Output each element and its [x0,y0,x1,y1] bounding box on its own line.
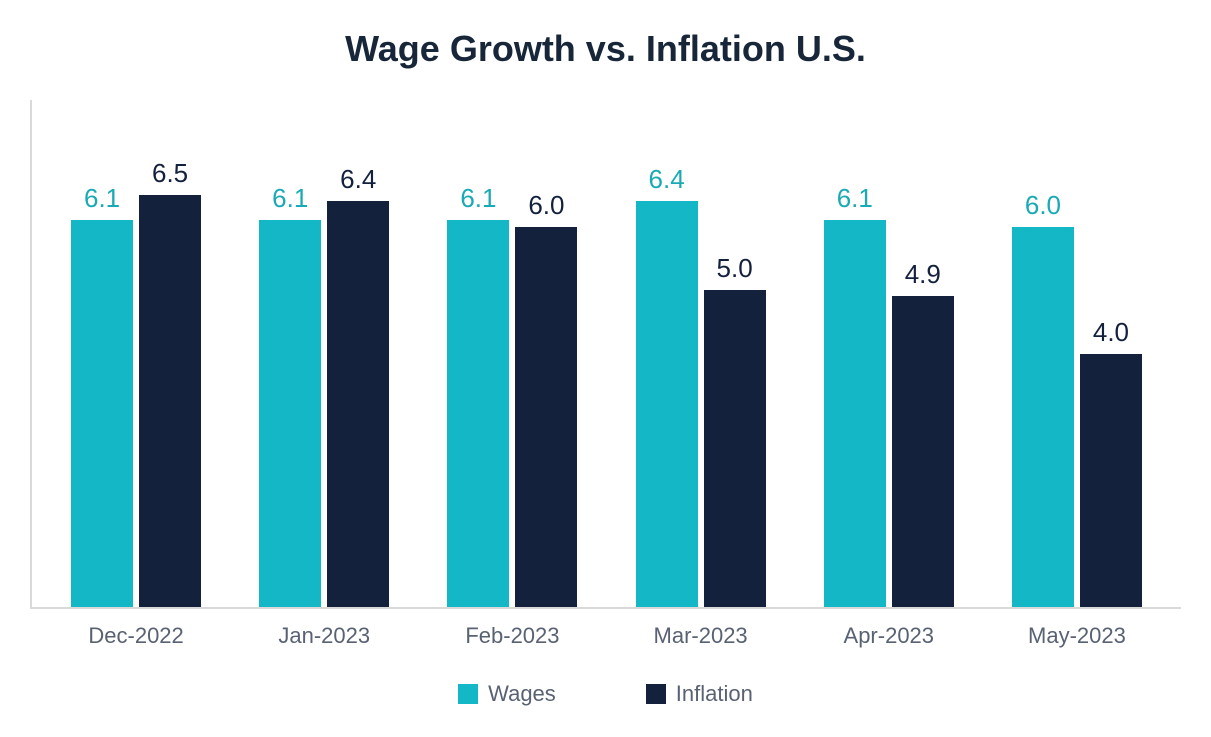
bar-value-label: 6.0 [528,190,564,221]
bar: 6.5 [139,195,201,607]
bar: 4.9 [892,296,954,607]
bar: 6.1 [71,220,133,607]
bar-value-label: 4.9 [905,259,941,290]
bar-value-label: 6.1 [84,183,120,214]
plot-area: 6.16.56.16.46.16.06.45.06.14.96.04.0 [30,100,1181,609]
bar: 6.4 [636,201,698,607]
bar-group: 6.04.0 [983,100,1171,607]
bar-group: 6.14.9 [795,100,983,607]
legend-item: Wages [458,681,556,707]
bar: 6.0 [1012,227,1074,607]
bar: 5.0 [704,290,766,607]
legend-item: Inflation [646,681,753,707]
x-axis-label: Jan-2023 [230,623,418,649]
bar: 6.1 [259,220,321,607]
bar-value-label: 5.0 [717,253,753,284]
bar-value-label: 6.5 [152,158,188,189]
bar-group: 6.45.0 [607,100,795,607]
bar-value-label: 6.4 [649,164,685,195]
bar: 6.4 [327,201,389,607]
legend-label: Inflation [676,681,753,707]
bar-value-label: 6.1 [460,183,496,214]
bar-value-label: 6.1 [837,183,873,214]
chart-container: Wage Growth vs. Inflation U.S. 6.16.56.1… [0,0,1211,737]
bar: 6.1 [447,220,509,607]
bar-value-label: 6.0 [1025,190,1061,221]
x-axis-label: May-2023 [983,623,1171,649]
x-axis-label: Apr-2023 [795,623,983,649]
bar: 6.1 [824,220,886,607]
x-axis-label: Feb-2023 [418,623,606,649]
bar-value-label: 4.0 [1093,317,1129,348]
x-axis: Dec-2022Jan-2023Feb-2023Mar-2023Apr-2023… [30,609,1181,649]
bar-value-label: 6.4 [340,164,376,195]
bar: 6.0 [515,227,577,607]
legend-swatch [646,684,666,704]
bar-group: 6.16.0 [418,100,606,607]
bar-group: 6.16.5 [42,100,230,607]
bar-value-label: 6.1 [272,183,308,214]
x-axis-label: Dec-2022 [42,623,230,649]
chart-title: Wage Growth vs. Inflation U.S. [30,28,1181,70]
bar-group: 6.16.4 [230,100,418,607]
legend: Wages Inflation [30,681,1181,707]
legend-label: Wages [488,681,556,707]
x-axis-label: Mar-2023 [607,623,795,649]
bar: 4.0 [1080,354,1142,608]
legend-swatch [458,684,478,704]
